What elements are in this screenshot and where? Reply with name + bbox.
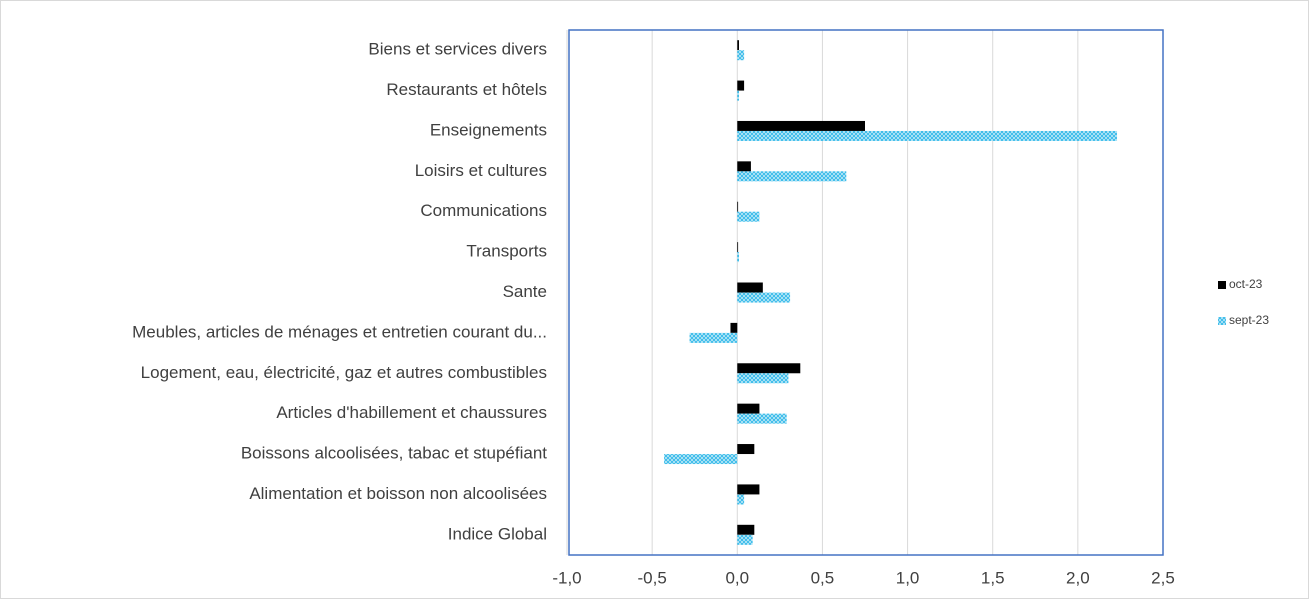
bar xyxy=(737,80,745,91)
bar xyxy=(737,242,739,253)
bar xyxy=(737,413,787,424)
x-tick-label: 2,0 xyxy=(1066,568,1090,587)
bar xyxy=(737,201,739,212)
bar xyxy=(737,444,755,455)
y-tick-label: Meubles, articles de ménages et entretie… xyxy=(132,322,547,341)
x-tick-label: -0,5 xyxy=(637,568,666,587)
y-tick-label: Sante xyxy=(503,282,547,301)
x-tick-label: 0,0 xyxy=(725,568,749,587)
bar xyxy=(737,524,755,535)
legend-label: sept-23 xyxy=(1229,313,1269,327)
bar xyxy=(737,373,789,384)
y-tick-label: Biens et services divers xyxy=(368,40,547,59)
plot-border xyxy=(568,29,1164,556)
bar xyxy=(737,130,1118,141)
y-tick-label: Restaurants et hôtels xyxy=(386,80,547,99)
bar xyxy=(737,403,760,414)
y-tick-label: Articles d'habillement et chaussures xyxy=(276,403,547,422)
bar xyxy=(737,50,745,61)
y-tick-label: Indice Global xyxy=(448,524,547,543)
bar xyxy=(737,171,847,182)
bar xyxy=(737,282,763,293)
legend-label: oct-23 xyxy=(1229,277,1263,291)
bar xyxy=(664,454,738,465)
bar xyxy=(737,484,760,495)
x-tick-label: 0,5 xyxy=(811,568,835,587)
bar xyxy=(737,40,739,51)
legend-swatch xyxy=(1218,281,1226,289)
bar xyxy=(737,534,753,545)
bar xyxy=(737,161,751,172)
x-tick-label: 1,5 xyxy=(981,568,1005,587)
y-tick-label: Logement, eau, électricité, gaz et autre… xyxy=(141,363,547,382)
y-tick-label: Boissons alcoolisées, tabac et stupéfian… xyxy=(241,444,547,463)
x-tick-label: 2,5 xyxy=(1151,568,1175,587)
bar xyxy=(730,322,738,333)
legend-swatch xyxy=(1218,317,1226,325)
y-tick-label: Enseignements xyxy=(430,120,547,139)
bar xyxy=(737,90,739,101)
bar xyxy=(737,252,739,263)
bar xyxy=(689,332,738,343)
y-tick-label: Loisirs et cultures xyxy=(415,161,547,180)
bar xyxy=(737,211,760,222)
bar xyxy=(737,494,745,505)
bar xyxy=(737,363,801,374)
y-tick-label: Transports xyxy=(466,242,547,261)
bar xyxy=(737,292,791,303)
bar xyxy=(737,120,865,131)
x-tick-label: 1,0 xyxy=(896,568,920,587)
y-tick-label: Communications xyxy=(420,201,547,220)
x-tick-label: -1,0 xyxy=(552,568,581,587)
y-tick-label: Alimentation et boisson non alcoolisées xyxy=(249,484,547,503)
